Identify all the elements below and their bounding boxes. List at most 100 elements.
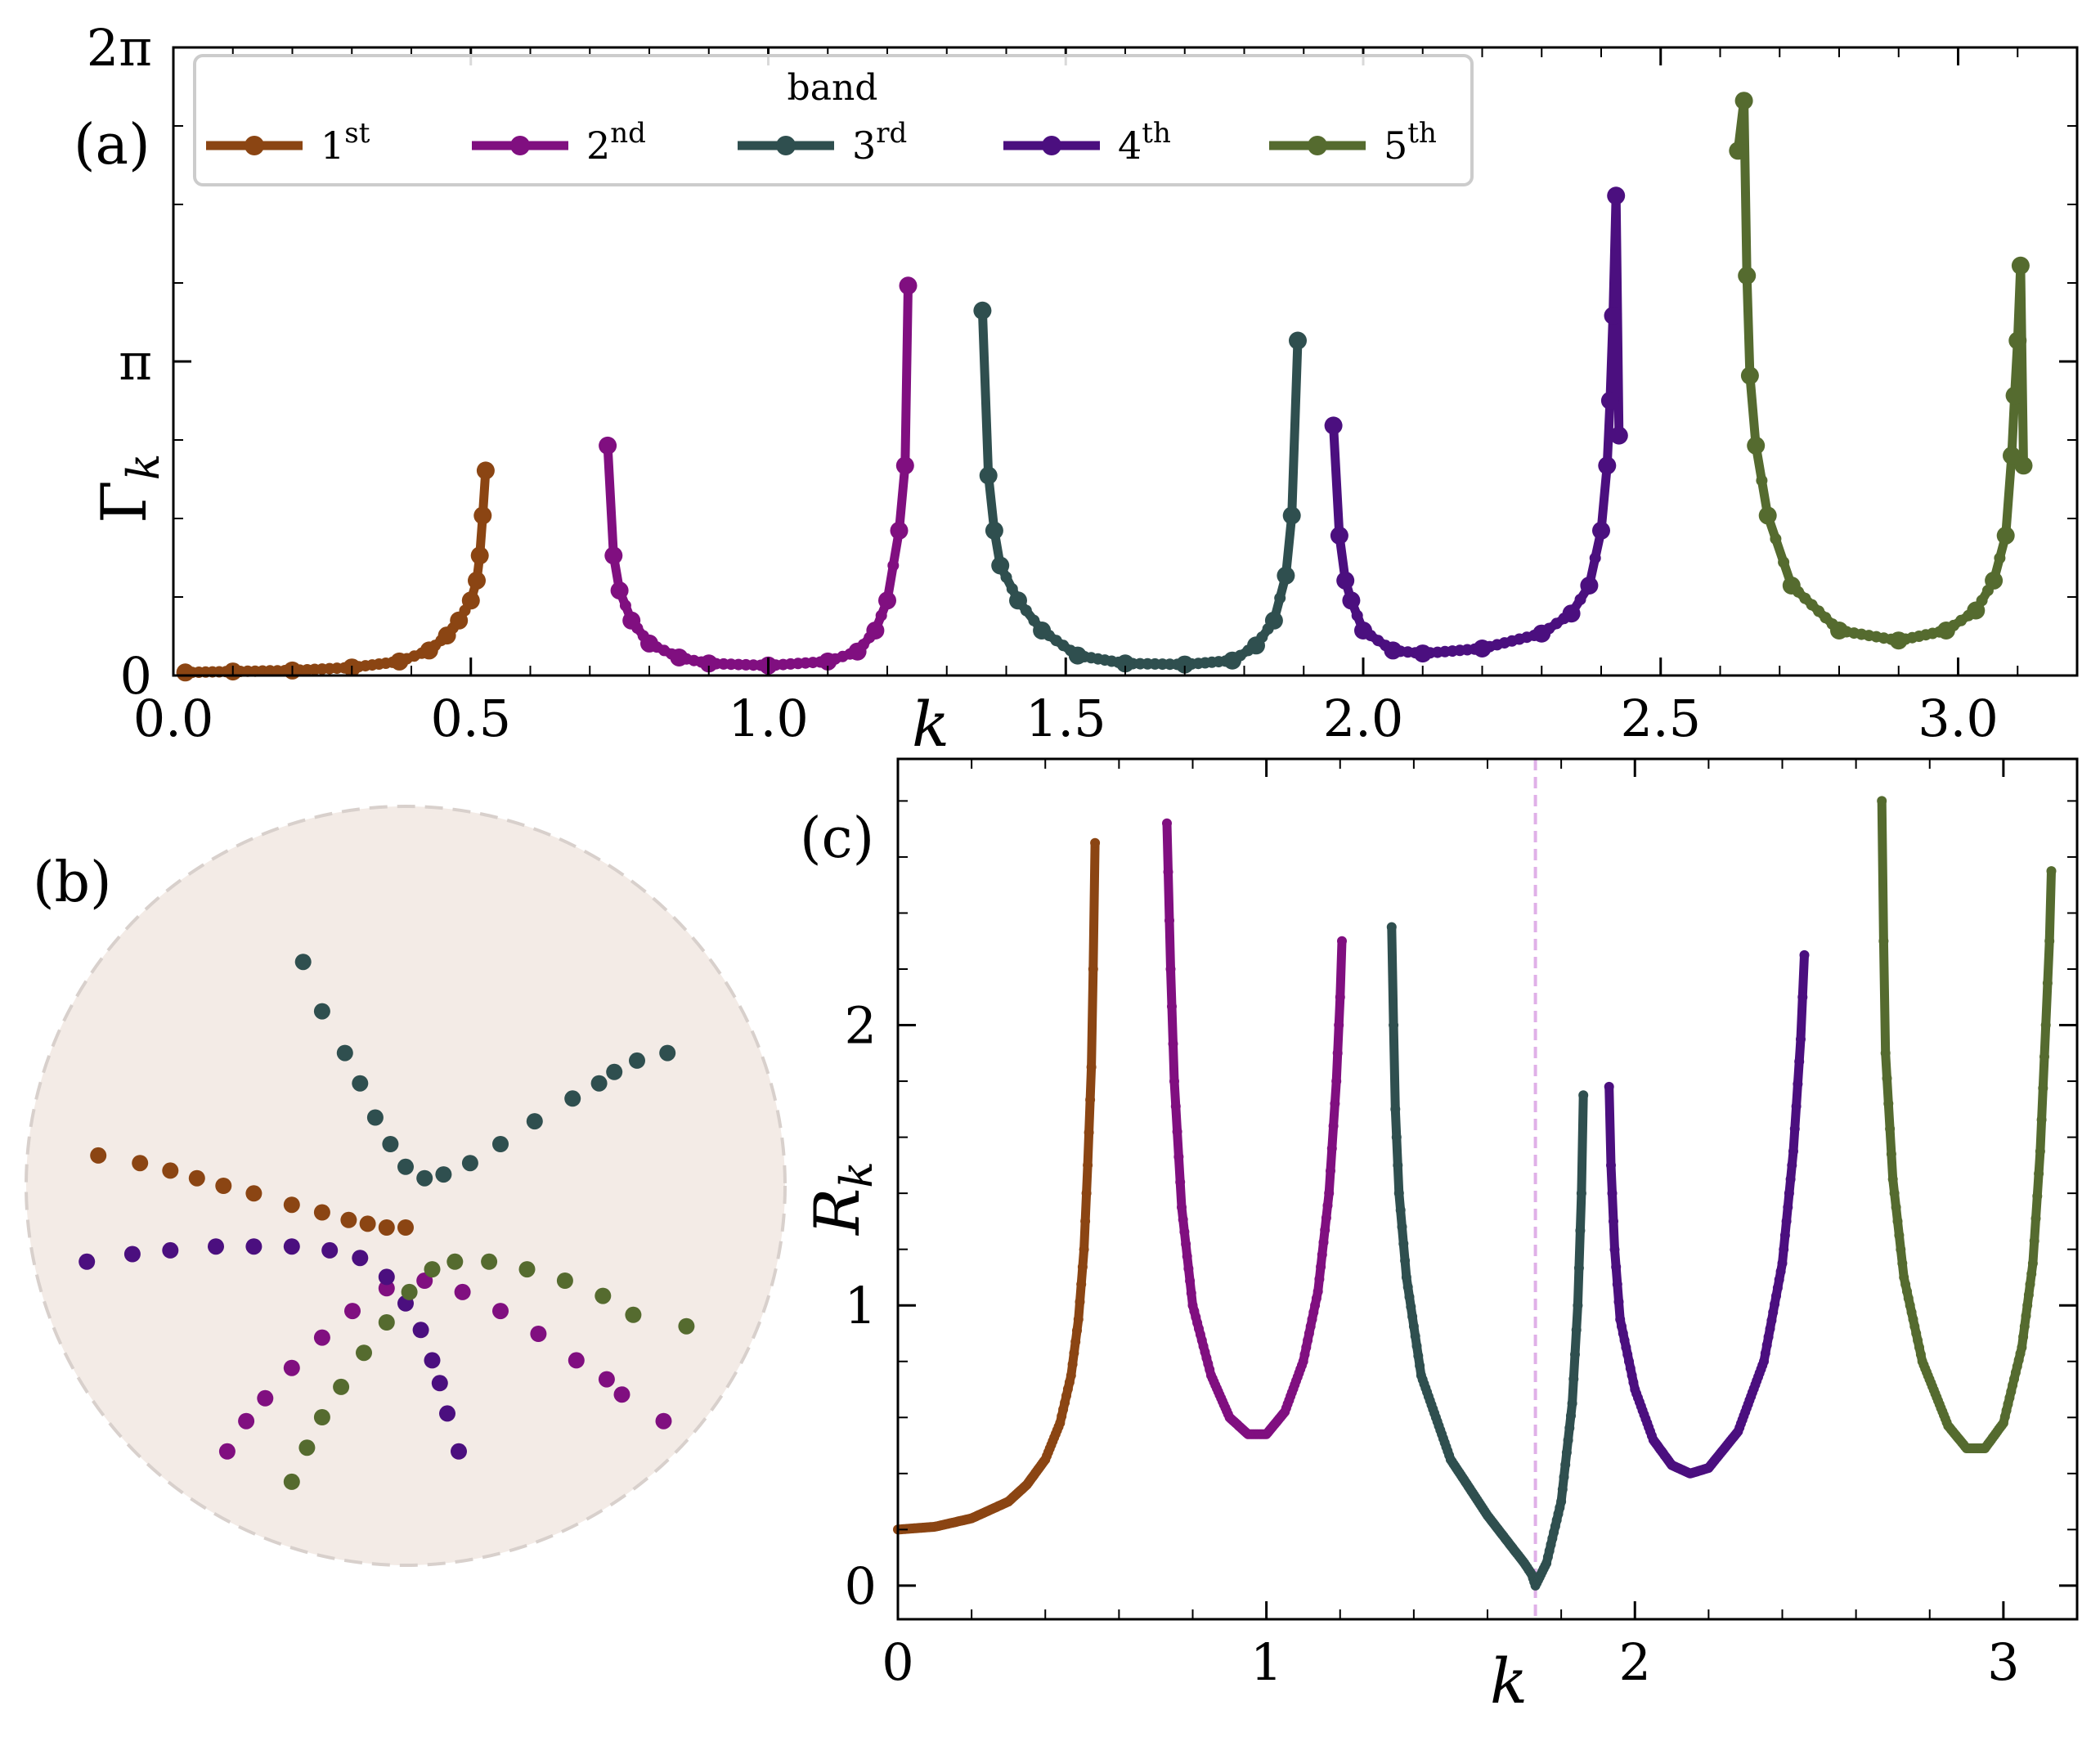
data-point — [1612, 1279, 1622, 1290]
data-point — [2029, 1236, 2039, 1246]
scatter-point-band-2 — [238, 1412, 255, 1430]
data-point — [1312, 1286, 1323, 1297]
data-point — [1775, 1266, 1786, 1277]
data-point — [1326, 1165, 1335, 1176]
data-point-marker — [1734, 92, 1753, 110]
data-point — [1560, 1460, 1571, 1470]
data-point — [1177, 1202, 1187, 1213]
data-point — [2017, 1342, 2027, 1353]
data-point-marker — [1758, 506, 1777, 525]
data-point — [1413, 1350, 1424, 1361]
scatter-point-band-3 — [416, 1169, 433, 1187]
scatter-point-band-4 — [352, 1250, 369, 1267]
scatter-point-band-3 — [629, 1052, 645, 1069]
data-point — [1770, 1299, 1780, 1309]
scatter-point-band-2 — [454, 1283, 471, 1300]
data-point — [1321, 1213, 1331, 1223]
legend-label: 1st — [321, 117, 370, 168]
data-point — [1335, 992, 1345, 1003]
data-point-marker — [604, 546, 623, 565]
data-point — [875, 609, 887, 622]
data-point — [1891, 1202, 1901, 1213]
scatter-point-band-3 — [366, 1109, 384, 1126]
data-point — [1083, 1160, 1093, 1170]
data-point — [1878, 936, 1889, 946]
panel-c-label: (c) — [800, 806, 874, 871]
data-point-marker — [420, 641, 438, 660]
data-point-marker — [1033, 622, 1052, 640]
data-point — [1793, 1079, 1803, 1089]
legend-label: 2nd — [586, 117, 646, 168]
y-tick-label: 0 — [845, 1556, 877, 1616]
data-point-marker — [1282, 506, 1301, 525]
data-point-marker — [1413, 644, 1432, 663]
data-point-marker — [1277, 566, 1295, 585]
data-point-marker — [2008, 331, 2027, 350]
data-point — [1785, 1174, 1796, 1184]
data-point — [2038, 1083, 2048, 1093]
data-point-marker — [438, 626, 456, 645]
data-point-marker — [476, 461, 495, 480]
data-point — [1331, 1076, 1342, 1087]
y-tick-label: 1 — [845, 1276, 877, 1335]
data-point — [1607, 1188, 1618, 1199]
data-point — [1328, 1120, 1339, 1131]
data-point — [1573, 1263, 1584, 1273]
data-point — [1400, 1255, 1411, 1266]
data-point — [1408, 1321, 1419, 1331]
data-point — [1564, 1423, 1575, 1434]
scatter-point-band-2 — [313, 1329, 330, 1346]
data-point — [2030, 1214, 2041, 1223]
data-point-marker — [1830, 622, 1848, 640]
legend-swatch-marker — [1042, 136, 1061, 155]
x-tick-label: 2 — [1619, 1632, 1651, 1692]
data-point — [2021, 1311, 2031, 1322]
scatter-point-band-5 — [481, 1253, 498, 1270]
data-point-marker — [878, 591, 896, 610]
data-point — [1606, 1160, 1616, 1170]
data-point-marker — [1996, 526, 2015, 545]
data-point — [2019, 1321, 2030, 1331]
scatter-point-band-3 — [352, 1075, 369, 1092]
data-point — [1330, 1098, 1340, 1109]
data-point — [619, 599, 631, 612]
data-point — [1778, 556, 1790, 568]
legend-label: 4th — [1118, 117, 1171, 168]
data-point — [1320, 1225, 1330, 1236]
data-point — [1069, 1348, 1079, 1358]
data-point — [1393, 1160, 1403, 1170]
scatter-point-band-4 — [123, 1246, 141, 1263]
data-point-marker — [599, 436, 617, 455]
data-point — [1771, 1290, 1781, 1301]
data-point — [1085, 1094, 1096, 1105]
data-point-marker — [1068, 646, 1087, 665]
scatter-point-band-2 — [283, 1359, 300, 1376]
data-point — [1170, 1101, 1181, 1111]
data-point — [1173, 1151, 1184, 1162]
data-point-marker — [1967, 601, 1986, 620]
data-point-marker — [1247, 636, 1265, 655]
data-point — [1604, 1081, 1614, 1092]
data-point — [1885, 1124, 1896, 1134]
data-point — [1575, 1225, 1586, 1236]
data-point-marker — [1738, 267, 1757, 285]
data-point — [2022, 1300, 2033, 1311]
scatter-point-band-5 — [298, 1439, 316, 1456]
data-point-marker — [450, 611, 469, 630]
data-point-marker — [1336, 571, 1355, 590]
legend-swatch-marker — [776, 136, 796, 155]
data-point — [1557, 1484, 1568, 1495]
data-point-marker — [1532, 624, 1551, 643]
scatter-point-band-5 — [313, 1409, 330, 1425]
scatter-point-band-3 — [461, 1155, 478, 1172]
data-point — [1072, 1326, 1082, 1335]
data-point-marker — [699, 654, 718, 673]
data-point — [2044, 936, 2055, 946]
y-tick-label: π — [119, 332, 152, 392]
data-point-marker — [1936, 622, 1955, 640]
data-point — [1351, 609, 1363, 622]
scatter-point-band-3 — [659, 1044, 676, 1062]
data-point-marker — [2011, 256, 2030, 275]
scatter-point-band-1 — [359, 1215, 376, 1232]
data-point — [1797, 992, 1808, 1003]
